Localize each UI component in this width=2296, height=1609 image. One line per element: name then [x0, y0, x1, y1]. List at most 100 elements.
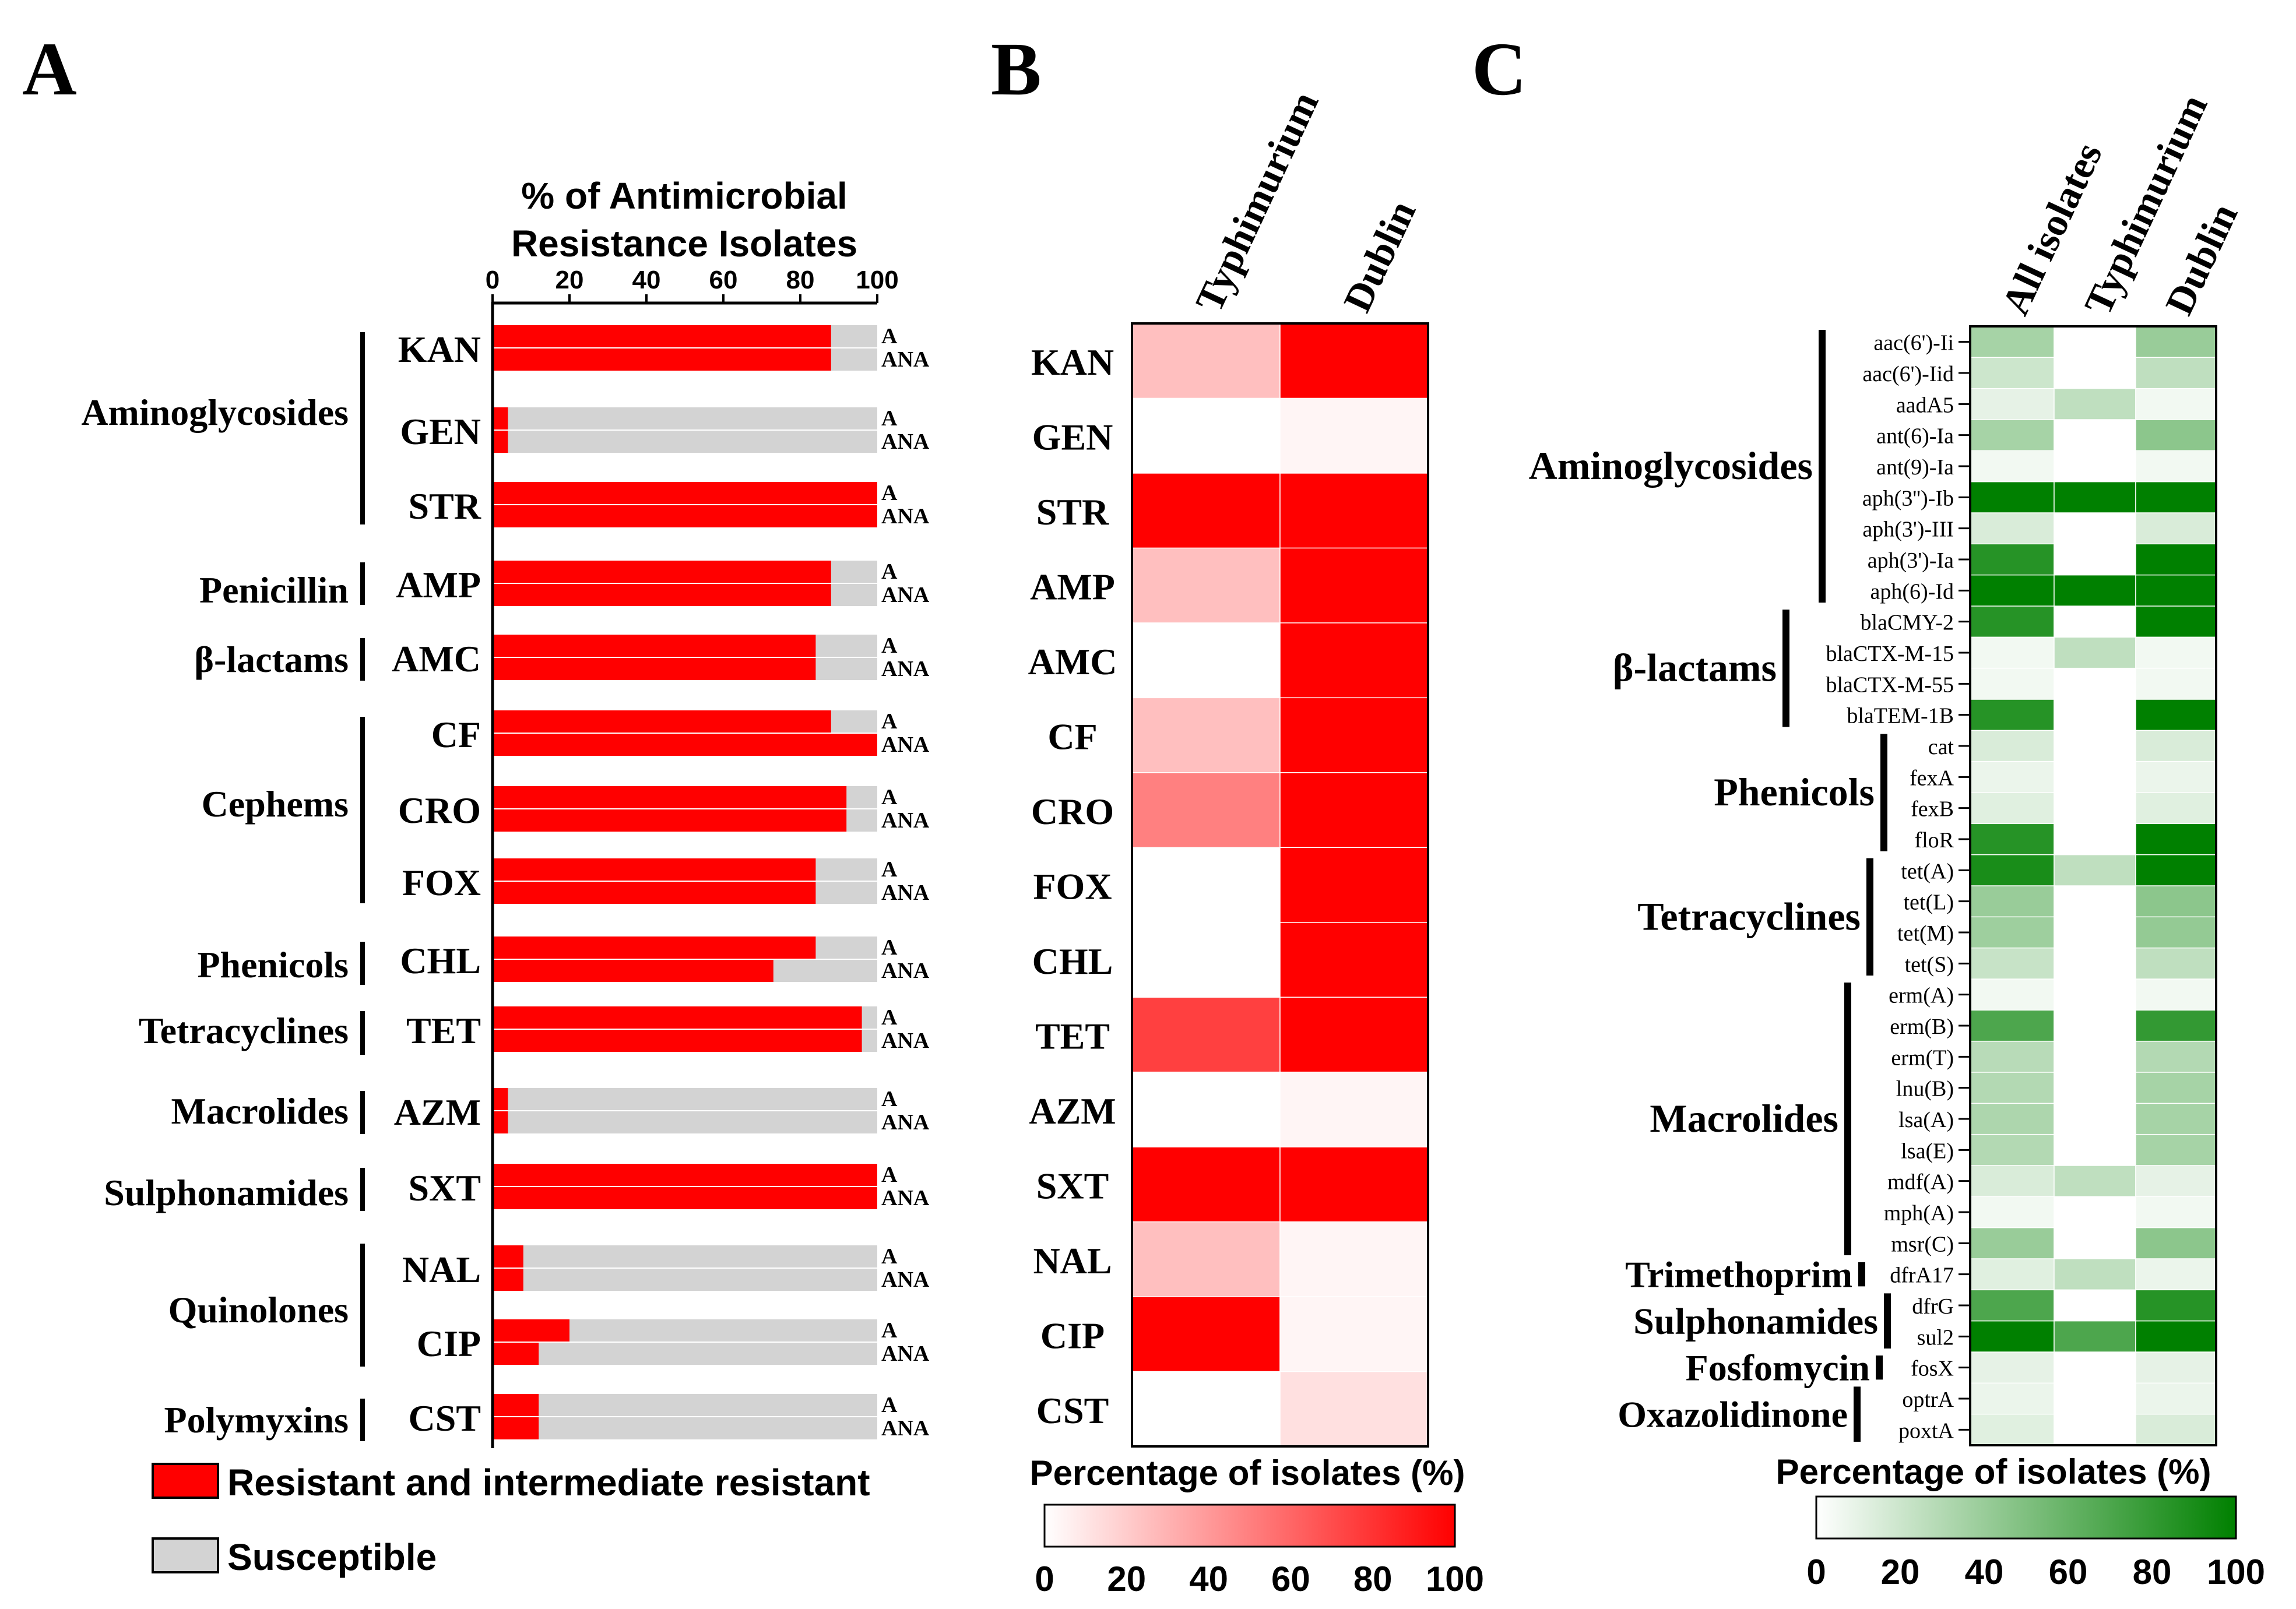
bar-tag-cf-a: A	[881, 709, 898, 734]
bar-resistant-nal-ana	[493, 1269, 523, 1291]
heatmap-c-cell-flor-dublin	[2135, 823, 2217, 855]
heatmap-c-cell-blatem-1b-typhimurium	[2054, 699, 2136, 731]
colorbar-c-tick: 0	[1806, 1552, 1826, 1592]
heatmap-c-cell-tet-a-dublin	[2135, 854, 2217, 887]
bar-susceptible-gen-ana	[493, 431, 877, 453]
heatmap-c-cell-poxta-typhimurium	[2054, 1413, 2136, 1446]
heatmap-c-cell-lsa-a-dublin	[2135, 1103, 2217, 1135]
heatmap-c-cell-aph-6-id-all-isolates	[1970, 574, 2055, 607]
heatmap-c-cell-flor-all-isolates	[1970, 823, 2055, 855]
panel-label-a: A	[22, 27, 77, 111]
heatmap-c-cell-cat-all-isolates	[1970, 730, 2055, 762]
heatmap-c-cell-msr-c-all-isolates	[1970, 1227, 2055, 1260]
heatmap-c-cell-mph-a-typhimurium	[2054, 1196, 2136, 1228]
heatmap-b-cell-fox-dublin	[1279, 847, 1429, 923]
bar-resistant-str-a	[493, 482, 877, 504]
bar-tag-cro-a: A	[881, 785, 898, 809]
heatmap-c-cell-aada5-typhimurium	[2054, 388, 2136, 421]
heatmap-c-cell-dfrg-all-isolates	[1970, 1289, 2055, 1322]
heatmap-c-cell-ant-6-ia-dublin	[2135, 419, 2217, 452]
heatmap-b-cell-cro-typhimurium	[1131, 772, 1281, 848]
x-tick-label: 100	[856, 266, 898, 294]
colorbar-b	[1043, 1504, 1456, 1548]
heatmap-b-row-label-fox: FOX	[1033, 866, 1112, 907]
colorbar-c	[1815, 1495, 2237, 1540]
heatmap-c-row-label-blacmy-2: blaCMY-2	[1861, 611, 1954, 635]
bar-tag-nal-ana: ANA	[881, 1268, 930, 1292]
heatmap-c-group-label-tetracyclines: Tetracyclines	[1637, 894, 1861, 938]
group-label-lactams: β-lactams	[194, 639, 349, 680]
heatmap-c-group-label-sulphonamides: Sulphonamides	[1633, 1301, 1878, 1342]
heatmap-b-cell-fox-typhimurium	[1131, 847, 1281, 923]
bar-resistant-str-ana	[493, 505, 877, 527]
heatmap-c-cell-msr-c-dublin	[2135, 1227, 2217, 1260]
bar-tag-gen-ana: ANA	[881, 429, 930, 454]
heatmap-b-cell-chl-typhimurium	[1131, 921, 1281, 998]
bar-resistant-cro-a	[493, 786, 847, 808]
panel-b-heatmap: Typhimurium Dublin KAN GEN STR AMP AMC CF CRO FO…	[1028, 85, 1484, 1599]
heatmap-b-cell-sxt-typhimurium	[1131, 1146, 1281, 1223]
heatmap-c-cell-erm-b-all-isolates	[1970, 1009, 2055, 1042]
heatmap-b-cell-amp-dublin	[1279, 547, 1429, 624]
heatmap-c-row-label-blactx-m-15: blaCTX-M-15	[1826, 642, 1954, 666]
heatmap-c-cell-aac-6-iid-typhimurium	[2054, 357, 2136, 389]
heatmap-c-row-label-tet-a: tet(A)	[1901, 859, 1954, 883]
heatmap-b-cell-azm-dublin	[1279, 1071, 1429, 1148]
panel-label-c: C	[1472, 27, 1527, 111]
bar-resistant-fox-a	[493, 858, 816, 881]
heatmap-c-row-label-aph-3-ia: aph(3')-Ia	[1868, 548, 1954, 573]
heatmap-c-row-label-aac-6-iid: aac(6')-Iid	[1862, 362, 1954, 386]
heatmap-b-cell-gen-typhimurium	[1131, 397, 1281, 474]
bar-susceptible-cst-a	[493, 1394, 877, 1416]
heatmap-b-cell-amc-typhimurium	[1131, 622, 1281, 699]
bar-resistant-gen-a	[493, 407, 508, 429]
heatmap-b-cell-cst-dublin	[1279, 1371, 1429, 1448]
heatmap-c-cell-lsa-e-all-isolates	[1970, 1133, 2055, 1167]
x-tick-label: 80	[786, 266, 815, 294]
heatmap-c-row-label-fosx: fosX	[1911, 1357, 1954, 1381]
heatmap-b-cell-amp-typhimurium	[1131, 547, 1281, 624]
heatmap-c-cell-optra-all-isolates	[1970, 1382, 2055, 1415]
colorbar-b-tick: 0	[1035, 1559, 1054, 1599]
heatmap-b-cell-cip-typhimurium	[1131, 1296, 1281, 1372]
bar-tag-azm-a: A	[881, 1087, 898, 1111]
heatmap-c-cell-erm-a-all-isolates	[1970, 978, 2055, 1011]
heatmap-b-cell-azm-typhimurium	[1131, 1071, 1281, 1148]
heatmap-b-cell-cip-dublin	[1279, 1296, 1429, 1372]
drug-label-str: STR	[409, 485, 481, 527]
legend-swatch-resistant	[152, 1463, 219, 1499]
bar-resistant-azm-a	[493, 1088, 508, 1110]
colorbar-b-label: Percentage of isolates (%)	[1030, 1453, 1465, 1492]
heatmap-c-row-label-mdf-a: mdf(A)	[1887, 1170, 1954, 1195]
group-label-penicillin: Penicillin	[199, 569, 349, 611]
heatmap-c-cell-erm-t-typhimurium	[2054, 1040, 2136, 1073]
legend-label-resistant: Resistant and intermediate resistant	[227, 1462, 870, 1504]
heatmap-b-row-label-sxt: SXT	[1036, 1165, 1109, 1206]
heatmap-c-row-label-sul2: sul2	[1917, 1325, 1954, 1350]
drug-label-amp: AMP	[396, 564, 481, 605]
group-label-quinolones: Quinolones	[168, 1289, 349, 1330]
bar-resistant-kan-a	[493, 325, 831, 347]
heatmap-b-row-label-gen: GEN	[1032, 417, 1113, 458]
bar-tag-amp-ana: ANA	[881, 583, 930, 607]
heatmap-b-cell-amc-dublin	[1279, 622, 1429, 699]
heatmap-c-cell-erm-t-all-isolates	[1970, 1040, 2055, 1073]
heatmap-b-cell-cst-typhimurium	[1131, 1371, 1281, 1448]
heatmap-c-cell-erm-a-typhimurium	[2054, 978, 2136, 1011]
x-tick-label: 20	[555, 266, 584, 294]
heatmap-c-cell-ant-9-ia-dublin	[2135, 450, 2217, 483]
bar-tag-cst-a: A	[881, 1393, 898, 1417]
heatmap-c-row-label-tet-m: tet(M)	[1897, 921, 1954, 946]
heatmap-c-cell-aada5-all-isolates	[1970, 388, 2055, 421]
heatmap-c-cell-tet-m-all-isolates	[1970, 916, 2055, 949]
heatmap-c-cell-erm-t-dublin	[2135, 1040, 2217, 1073]
heatmap-c-cell-aph-3-ia-all-isolates	[1970, 543, 2055, 576]
heatmap-c-row-label-aph-3-iii: aph(3')-III	[1862, 517, 1954, 542]
heatmap-c-cell-blacmy-2-typhimurium	[2054, 605, 2136, 638]
bar-resistant-sxt-ana	[493, 1187, 877, 1209]
heatmap-c-cell-mdf-a-all-isolates	[1970, 1165, 2055, 1198]
heatmap-c-row-label-erm-t: erm(T)	[1891, 1045, 1954, 1070]
heatmap-c-cell-aph-3-ib-dublin	[2135, 481, 2217, 514]
drug-label-cip: CIP	[417, 1323, 481, 1364]
heatmap-b-column-label-typhimurium: Typhimurium	[1187, 85, 1327, 318]
